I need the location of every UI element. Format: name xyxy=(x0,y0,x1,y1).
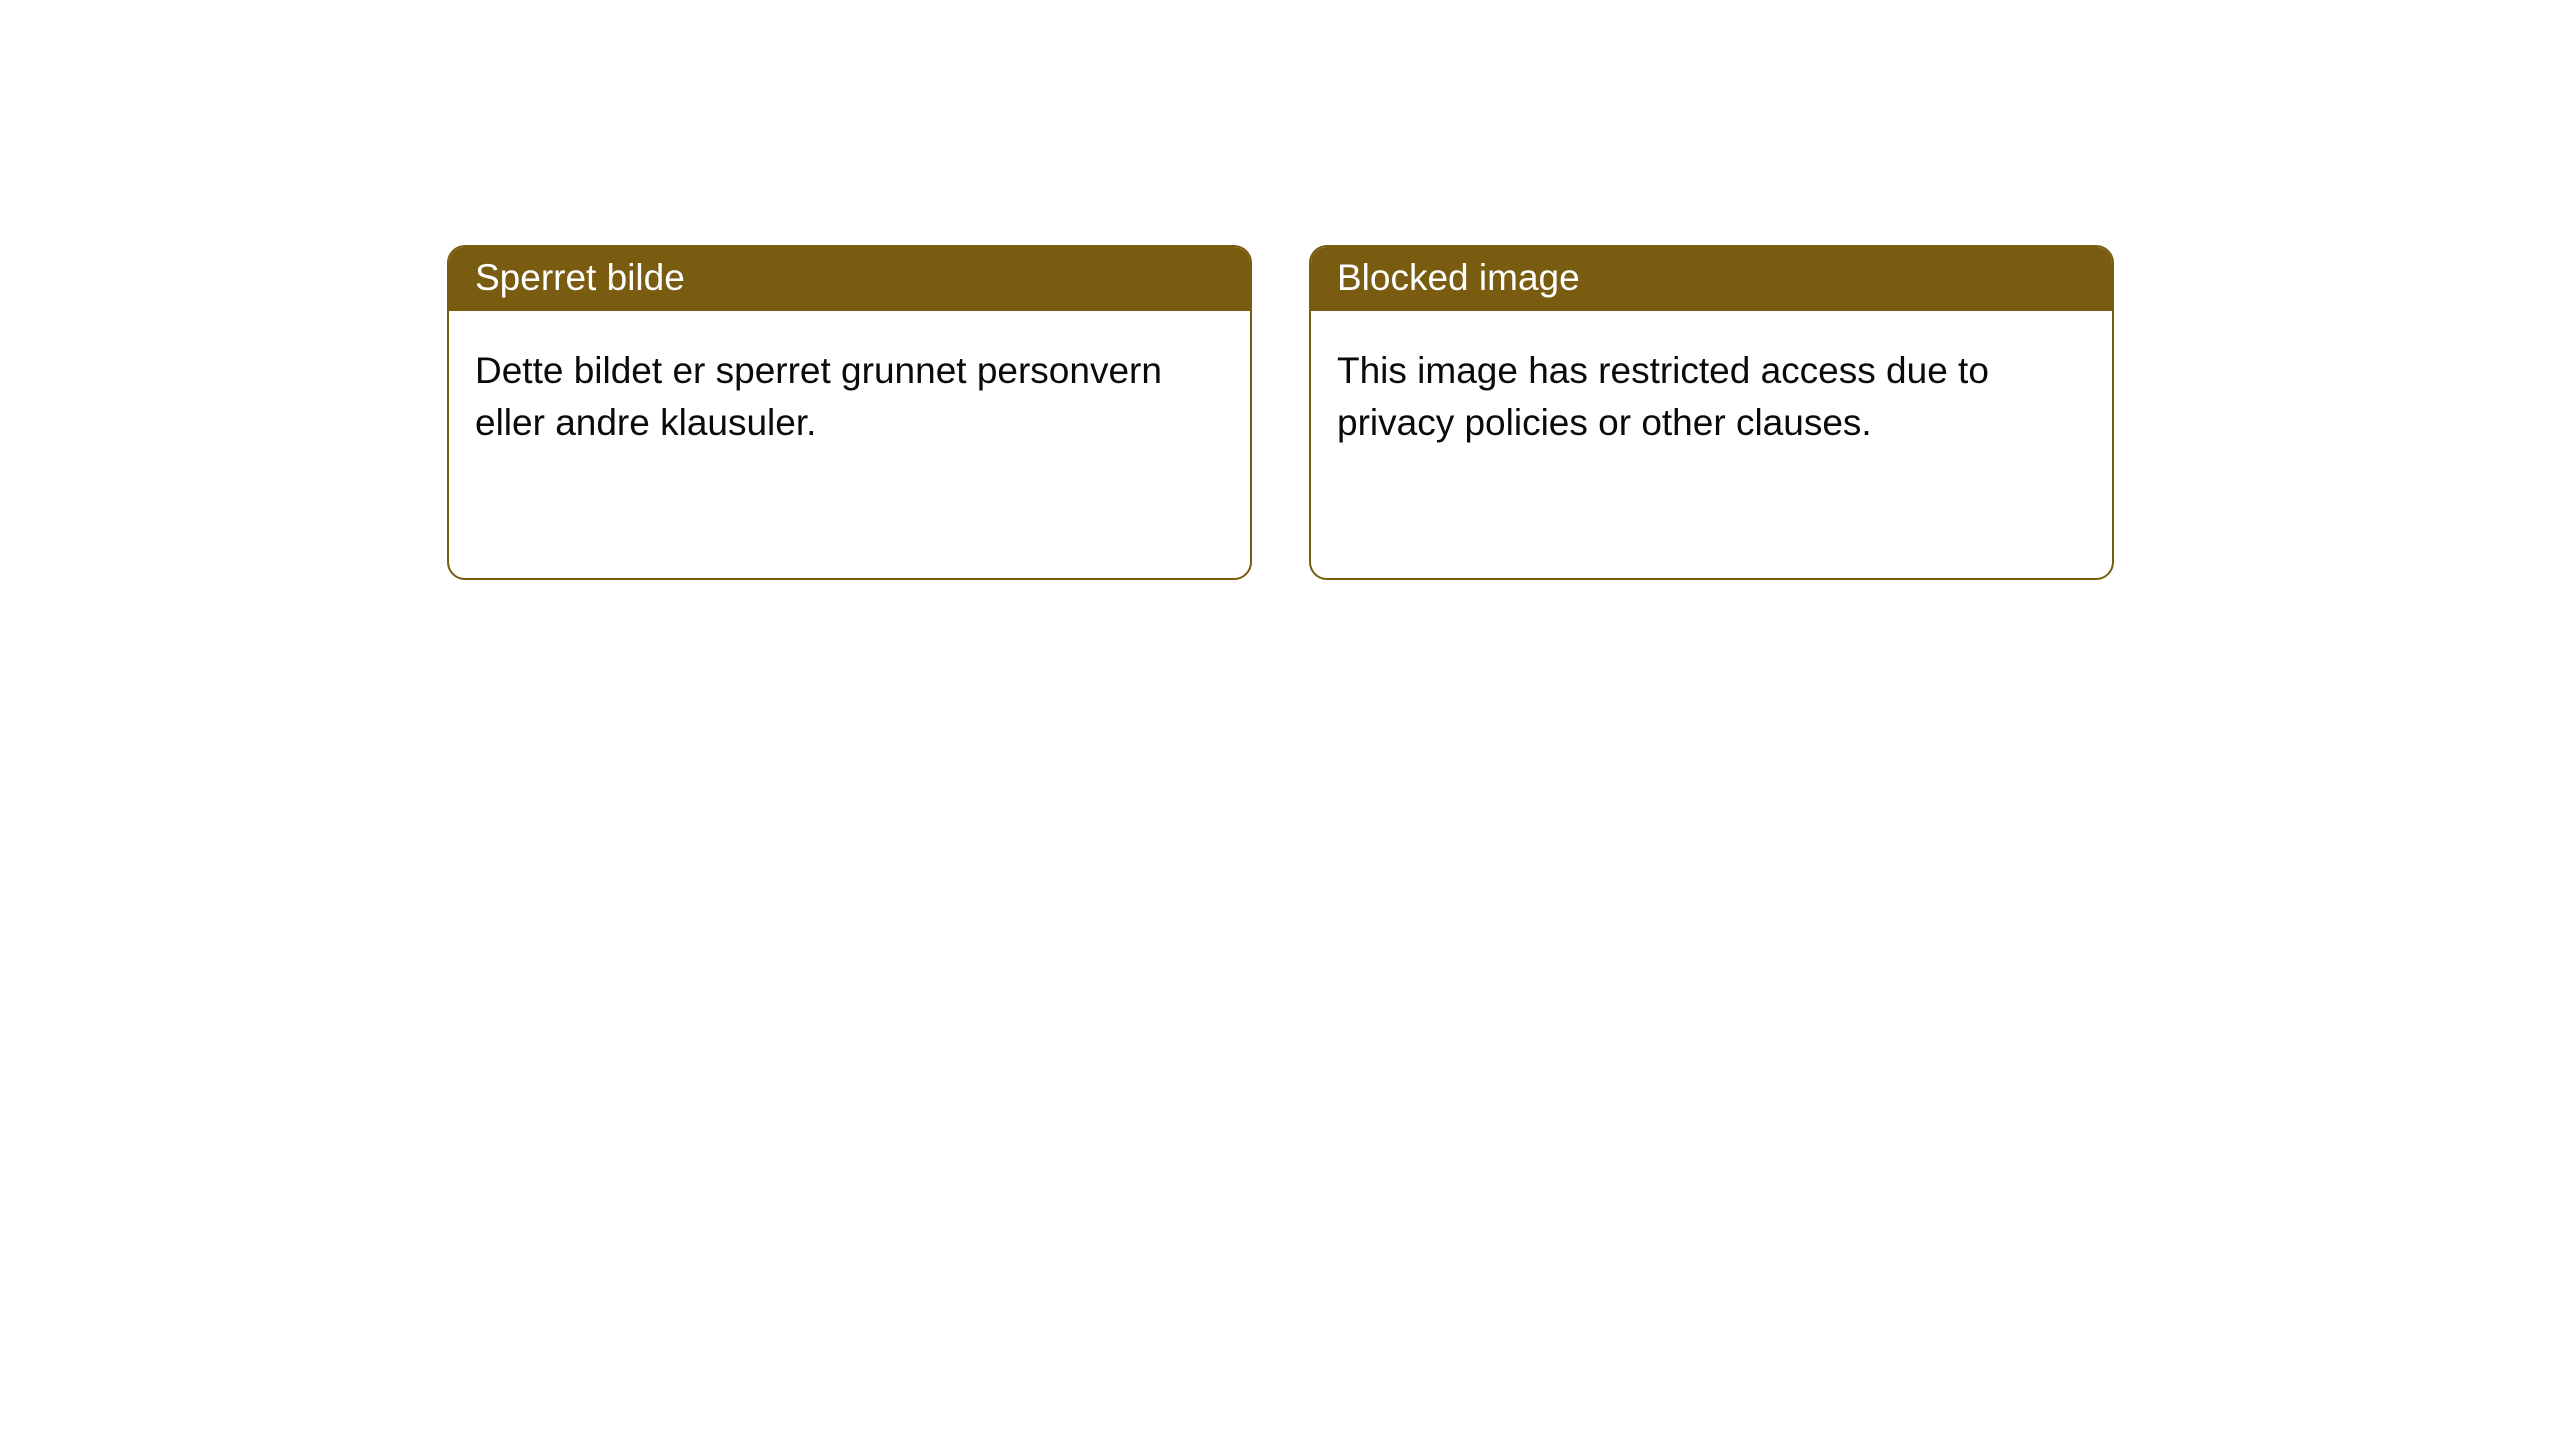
notice-box-no: Sperret bilde Dette bildet er sperret gr… xyxy=(447,245,1252,580)
notice-header-no: Sperret bilde xyxy=(449,247,1250,311)
notice-body-no: Dette bildet er sperret grunnet personve… xyxy=(449,311,1250,483)
notice-body-en: This image has restricted access due to … xyxy=(1311,311,2112,483)
notice-header-en: Blocked image xyxy=(1311,247,2112,311)
notice-container: Sperret bilde Dette bildet er sperret gr… xyxy=(447,245,2114,580)
notice-box-en: Blocked image This image has restricted … xyxy=(1309,245,2114,580)
